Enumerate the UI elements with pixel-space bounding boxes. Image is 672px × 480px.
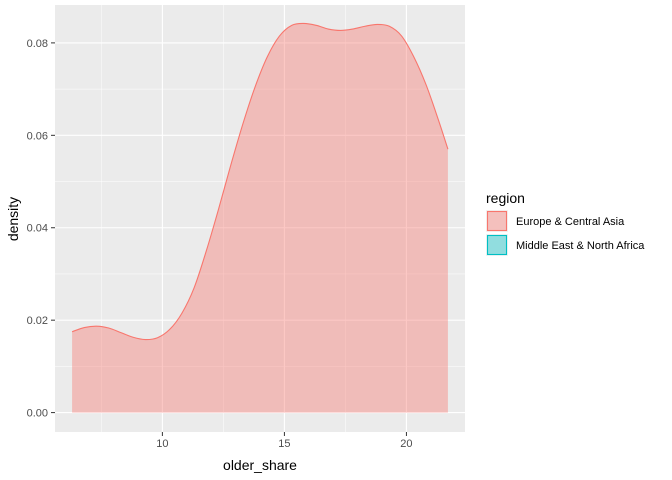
density-curve bbox=[71, 22, 449, 341]
plot-panel bbox=[55, 5, 465, 432]
y-tick-label: 0.00 bbox=[27, 408, 48, 420]
y-tick-label: 0.08 bbox=[27, 38, 48, 50]
density-area bbox=[72, 23, 448, 413]
legend: region Europe & Central Asia Middle East … bbox=[486, 190, 645, 256]
legend-key-bg bbox=[486, 234, 508, 256]
x-axis-title: older_share bbox=[223, 457, 297, 473]
y-tick-label: 0.06 bbox=[27, 130, 48, 142]
x-tick-label: 15 bbox=[278, 438, 290, 450]
legend-title: region bbox=[486, 190, 525, 206]
grid-major bbox=[55, 5, 465, 432]
legend-label: Middle East & North Africa bbox=[516, 240, 645, 252]
legend-items: Europe & Central Asia Middle East & North… bbox=[486, 210, 645, 256]
y-axis: 0.00 0.02 0.04 0.06 0.08 bbox=[27, 38, 55, 420]
legend-key bbox=[486, 210, 508, 232]
x-tick-label: 20 bbox=[400, 438, 412, 450]
x-tick-label: 10 bbox=[156, 438, 168, 450]
legend-label: Europe & Central Asia bbox=[516, 216, 625, 228]
y-tick-label: 0.02 bbox=[27, 315, 48, 327]
series-layer bbox=[71, 22, 449, 413]
legend-key bbox=[486, 234, 508, 256]
y-axis-title: density bbox=[5, 197, 21, 241]
x-axis: 10 15 20 bbox=[156, 432, 413, 450]
legend-key-bg bbox=[486, 210, 508, 232]
grid-minor bbox=[55, 5, 465, 432]
y-tick-label: 0.04 bbox=[27, 223, 48, 235]
